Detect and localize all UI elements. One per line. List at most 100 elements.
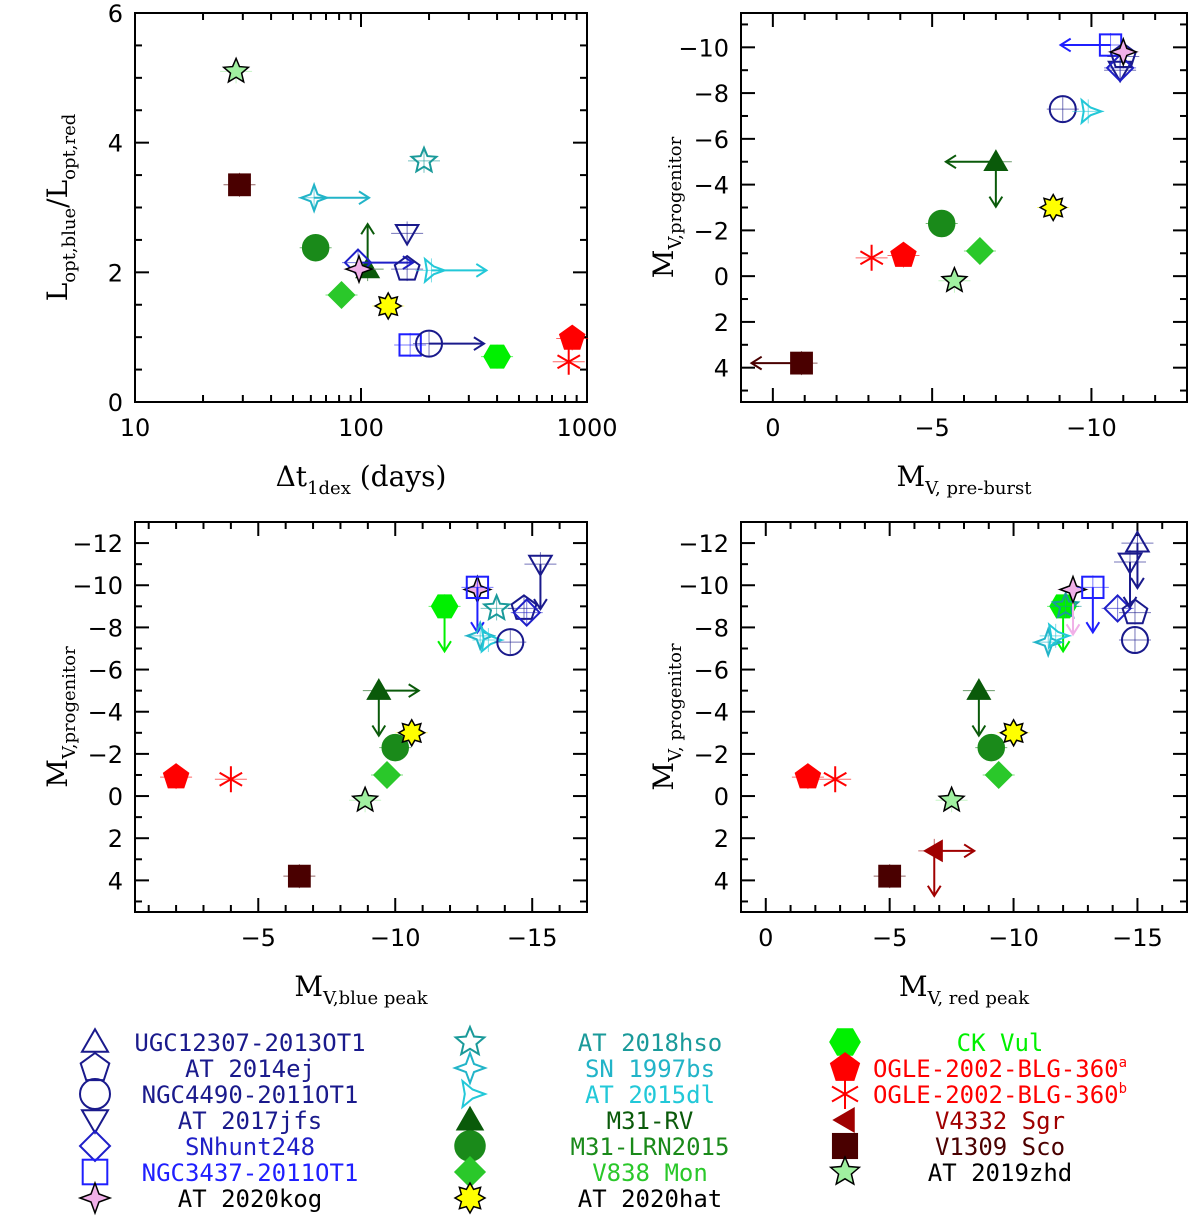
data-point-ogle_b: [855, 244, 888, 271]
y-tick-label: 2: [714, 309, 729, 337]
data-point-v1309: [283, 864, 316, 889]
legend-marker-v4332: [832, 1106, 855, 1134]
y-tick-label: 0: [108, 389, 123, 417]
data-point-sn97: [1032, 626, 1065, 659]
marker-ngc3437: [1081, 575, 1105, 600]
legend-item-v4332: V4332 Sgr: [832, 1106, 1065, 1135]
y-tick-label: −10: [678, 572, 729, 600]
y-tick-label: −8: [88, 614, 123, 642]
data-point-ngc3437: [461, 575, 494, 635]
legend-item-ogle_a: OGLE-2002-BLG-360a: [829, 1052, 1127, 1083]
marker-ngc3437: [465, 575, 490, 600]
y-axis-title: MV,progenitor: [647, 136, 686, 278]
data-point-kog: [343, 253, 376, 285]
marker-m31lrn: [381, 733, 409, 762]
legend-item-at14: AT 2014ej: [79, 1051, 315, 1083]
data-point-at17: [1114, 550, 1147, 609]
data-point-ogle_b: [819, 766, 852, 793]
legend-marker-snh: [78, 1129, 112, 1163]
y-tick-label: −4: [694, 699, 729, 727]
legend-marker-ngc4490: [79, 1078, 111, 1110]
data-point-ngc3437: [394, 332, 427, 357]
y-tick-label: −12: [678, 530, 729, 558]
marker-at15: [480, 626, 505, 654]
y-tick-label: 4: [108, 130, 123, 158]
data-point-at15: [1039, 622, 1072, 650]
x-tick-label: 100: [338, 414, 384, 442]
legend-label: SN 1997bs: [585, 1055, 715, 1083]
data-point-v838: [325, 280, 358, 310]
data-point-ngc3437: [1076, 575, 1109, 635]
legend-item-ckvul: CK Vul: [829, 1028, 1044, 1057]
marker-kog: [343, 253, 375, 285]
data-point-ogle_b: [552, 348, 585, 375]
legend-label: UGC12307-2013OT1: [134, 1029, 365, 1057]
x-axis-title: Δt1dex (days): [276, 460, 447, 499]
legend-marker-m31rv: [455, 1105, 485, 1131]
marker-ngc4490: [415, 329, 444, 358]
legend-item-at15: AT 2015dl: [461, 1078, 715, 1110]
panel-3: −5 −10 −15 4 2 0 −2 −4 −6 −8 −10 −12 MV,blue peak MV,…: [41, 521, 588, 1009]
y-tick-label: −8: [694, 614, 729, 642]
legend-label: CK Vul: [957, 1029, 1044, 1057]
data-point-ckvul: [428, 594, 461, 654]
marker-hso: [409, 145, 439, 174]
legend-label: AT 2020kog: [178, 1185, 323, 1213]
data-point-m31lrn: [379, 733, 412, 762]
x-tick-label: −15: [507, 924, 558, 952]
data-point-zhd: [938, 265, 971, 293]
y-tick-label: −4: [694, 172, 729, 200]
data-point-ogle_a: [556, 324, 589, 351]
y-axis-title: MV,progenitor: [41, 646, 80, 788]
marker-m31rv: [983, 149, 1009, 171]
data-point-v1309: [223, 172, 256, 197]
marker-at17: [1117, 552, 1144, 576]
legend-label: V4332 Sgr: [935, 1107, 1065, 1135]
x-tick-label: −10: [370, 924, 421, 952]
marker-m31lrn: [301, 233, 330, 262]
marker-ckvul: [430, 594, 459, 619]
marker-at14: [510, 594, 538, 620]
marker-sn97: [298, 181, 330, 214]
y-tick-label: −10: [678, 34, 729, 62]
marker-ngc4490: [496, 628, 525, 657]
marker-at17: [394, 224, 421, 247]
data-point-hat: [372, 291, 405, 321]
data-point-ckvul: [481, 344, 514, 369]
marker-hat: [397, 718, 427, 748]
y-tick-label: 4: [714, 355, 729, 383]
data-point-at17: [524, 552, 557, 612]
x-tick-label: −10: [1066, 414, 1117, 442]
data-point-v1309: [749, 351, 818, 376]
legend-marker-at14: [79, 1051, 111, 1082]
x-tick-label: −5: [872, 924, 907, 952]
data-point-at15: [415, 256, 489, 285]
marker-ugc: [1124, 529, 1151, 553]
marker-ogle_a: [794, 763, 822, 789]
data-point-hat: [395, 718, 428, 748]
legend-marker-sn97: [452, 1050, 488, 1086]
legend-item-hso: AT 2018hso: [453, 1024, 722, 1057]
y-tick-label: −6: [694, 126, 729, 154]
data-point-hso: [480, 592, 513, 621]
marker-zhd: [937, 785, 966, 813]
data-point-at14: [1118, 598, 1151, 625]
y-tick-label: −2: [694, 741, 729, 769]
marker-ngc4490: [1048, 95, 1077, 124]
marker-v1309: [287, 864, 311, 888]
data-point-zhd: [935, 785, 968, 813]
marker-at17: [527, 554, 554, 578]
marker-hat: [1038, 192, 1068, 223]
legend-label: OGLE-2002-BLG-360a: [873, 1055, 1127, 1083]
legend-item-v1309: V1309 Sco: [831, 1132, 1065, 1161]
legend-marker-at17: [80, 1109, 110, 1135]
legend-item-kog: AT 2020kog: [77, 1180, 323, 1216]
legend-marker-ogle_a: [829, 1052, 861, 1081]
legend-item-at17: AT 2017jfs: [80, 1107, 322, 1135]
x-tick-label: −5: [241, 924, 276, 952]
panel-1: 10 100 1000 0 2 4 6 Δt1dex (days) Lopt,blue/Lopt…: [41, 0, 618, 499]
legend-label: OGLE-2002-BLG-360b: [873, 1081, 1127, 1109]
data-point-at15: [472, 626, 505, 654]
x-tick-label: 1000: [556, 414, 617, 442]
y-tick-label: 4: [714, 867, 729, 895]
